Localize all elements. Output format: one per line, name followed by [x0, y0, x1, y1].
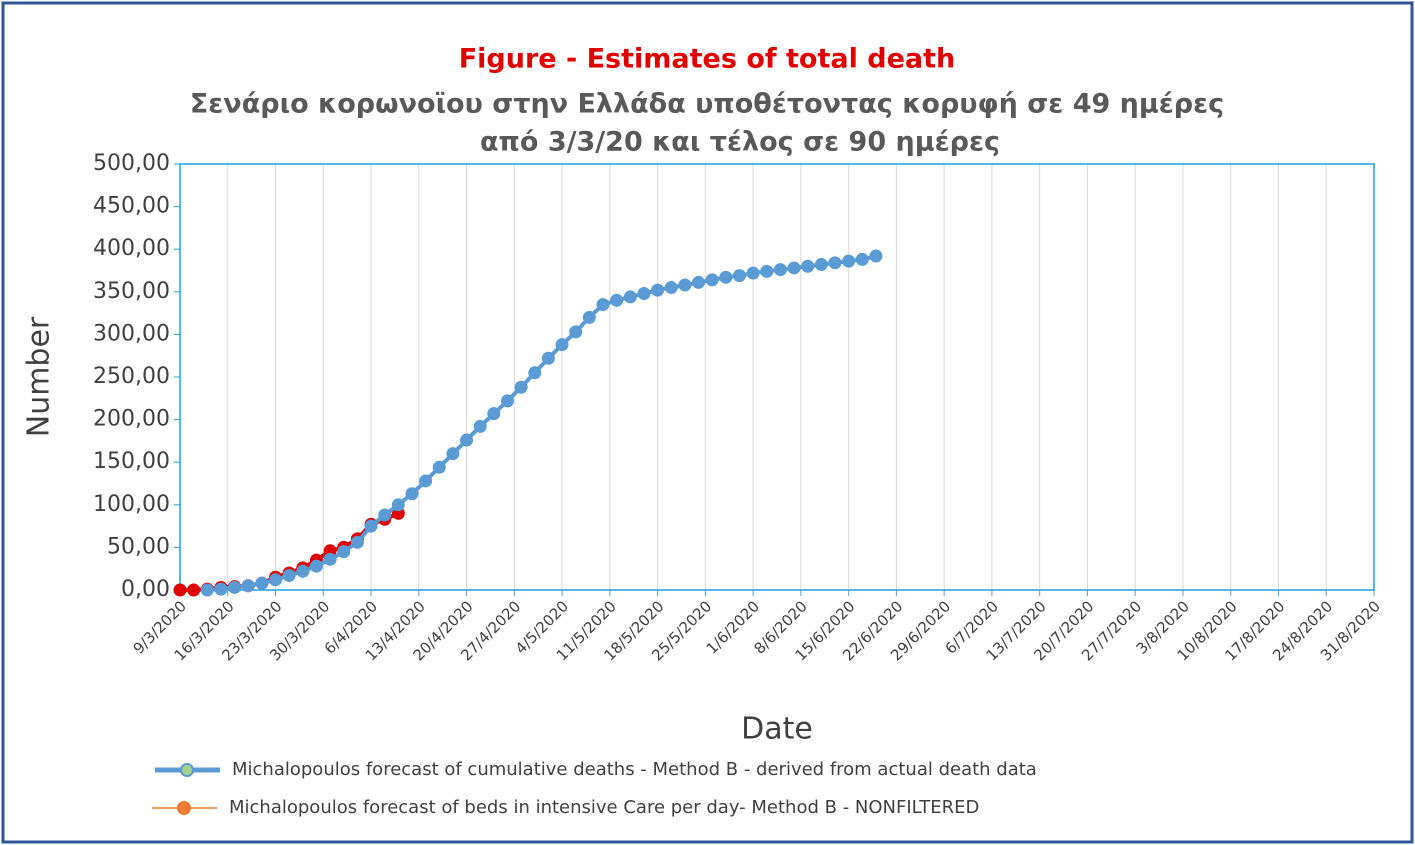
- legend-label: Michalopoulos forecast of cumulative dea…: [232, 759, 1037, 780]
- y-tick-label: 150,00: [93, 449, 170, 474]
- data-point: [855, 252, 869, 266]
- data-point: [187, 583, 201, 597]
- data-point: [446, 447, 460, 461]
- y-tick-label: 300,00: [93, 321, 170, 346]
- y-tick-label: 0,00: [121, 577, 170, 602]
- data-point: [364, 519, 378, 533]
- data-point: [773, 263, 787, 277]
- data-point: [528, 366, 542, 380]
- data-point: [500, 394, 514, 408]
- chart-subtitle: από 3/3/20 και τέλος σε 90 ημέρες: [480, 127, 1000, 158]
- data-point: [637, 287, 651, 301]
- y-tick-label: 450,00: [93, 194, 170, 219]
- data-point: [814, 258, 828, 272]
- data-point: [555, 338, 569, 352]
- data-point: [296, 564, 310, 578]
- legend-label: Michalopoulos forecast of beds in intens…: [229, 797, 979, 818]
- data-point: [214, 582, 228, 596]
- y-tick-label: 500,00: [93, 151, 170, 176]
- y-tick-label: 200,00: [93, 407, 170, 432]
- data-point: [541, 351, 555, 365]
- data-point: [405, 487, 419, 501]
- data-point: [269, 573, 283, 587]
- data-point: [460, 433, 474, 447]
- data-point: [569, 325, 583, 339]
- data-point: [732, 269, 746, 283]
- y-tick-label: 400,00: [93, 236, 170, 261]
- data-point: [337, 545, 351, 559]
- data-point: [487, 407, 501, 421]
- data-point: [432, 460, 446, 474]
- data-point: [678, 278, 692, 292]
- data-point: [760, 264, 774, 278]
- data-point: [705, 273, 719, 287]
- data-point: [746, 266, 760, 280]
- data-point: [692, 275, 706, 289]
- data-point: [173, 583, 187, 597]
- legend-marker: [177, 801, 191, 815]
- legend-marker: [180, 763, 194, 777]
- data-point: [473, 419, 487, 433]
- y-tick-label: 250,00: [93, 364, 170, 389]
- x-axis-label: Date: [741, 712, 813, 747]
- data-point: [801, 259, 815, 273]
- data-point: [255, 576, 269, 590]
- data-point: [282, 569, 296, 583]
- data-point: [828, 256, 842, 270]
- y-tick-label: 100,00: [93, 492, 170, 517]
- data-point: [596, 298, 610, 312]
- data-point: [514, 380, 528, 394]
- data-point: [228, 580, 242, 594]
- data-point: [378, 508, 392, 522]
- data-point: [200, 583, 214, 597]
- data-point: [582, 310, 596, 324]
- y-axis-label: Number: [22, 316, 57, 437]
- chart-title: Figure - Estimates of total death: [459, 44, 956, 75]
- data-point: [391, 498, 405, 512]
- data-point: [651, 283, 665, 297]
- chart-subtitle: Σενάριο κορωνοϊου στην Ελλάδα υποθέτοντα…: [190, 89, 1224, 120]
- data-point: [610, 293, 624, 307]
- data-point: [623, 290, 637, 304]
- data-point: [350, 535, 364, 549]
- data-point: [323, 552, 337, 566]
- data-point: [787, 261, 801, 275]
- data-point: [719, 270, 733, 284]
- data-point: [869, 249, 883, 263]
- y-tick-label: 350,00: [93, 279, 170, 304]
- data-point: [419, 474, 433, 488]
- data-point: [241, 579, 255, 593]
- y-tick-label: 50,00: [107, 534, 170, 559]
- data-point: [842, 254, 856, 268]
- data-point: [664, 281, 678, 295]
- data-point: [309, 559, 323, 573]
